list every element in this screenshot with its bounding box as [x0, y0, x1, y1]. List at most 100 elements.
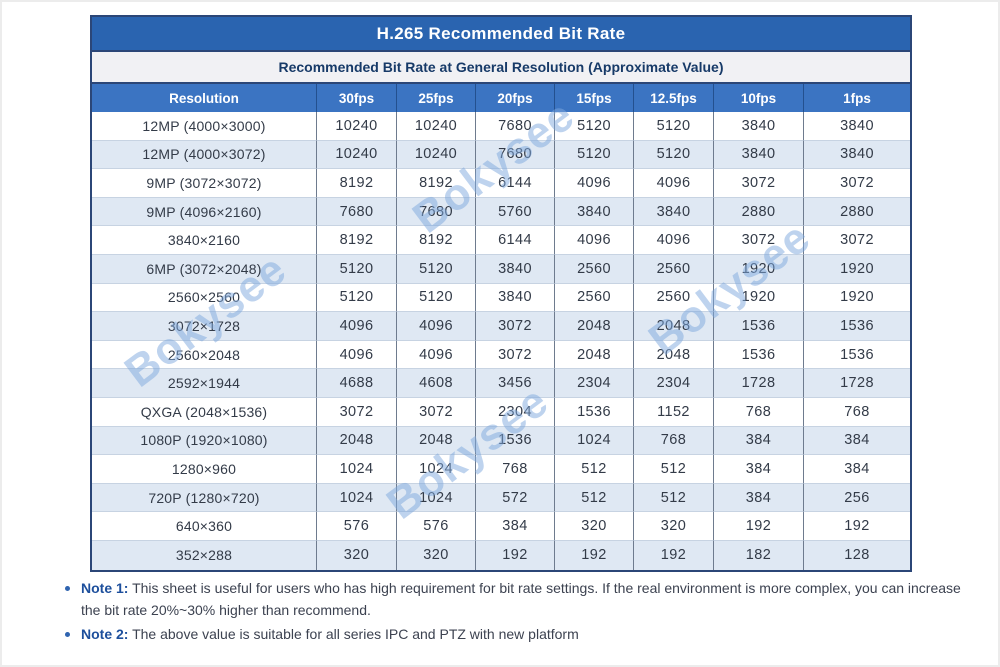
bitrate-cell: 6144 — [476, 169, 555, 198]
bitrate-cell: 1536 — [804, 340, 910, 370]
bitrate-cell: 320 — [555, 512, 634, 541]
bitrate-cell: 5120 — [397, 283, 476, 313]
resolution-cell: 12MP (4000×3072) — [92, 140, 317, 170]
bitrate-cell: 3072 — [476, 312, 555, 341]
bitrate-cell: 2304 — [555, 369, 634, 398]
bitrate-cell: 3840 — [804, 112, 910, 141]
bitrate-cell: 1536 — [804, 312, 910, 341]
bitrate-cell: 192 — [804, 512, 910, 541]
bitrate-cell: 10240 — [397, 112, 476, 141]
resolution-cell: 3840×2160 — [92, 226, 317, 255]
bitrate-cell: 2048 — [634, 312, 714, 341]
bitrate-cell: 7680 — [397, 197, 476, 227]
bitrate-cell: 7680 — [476, 140, 555, 170]
bitrate-cell: 572 — [476, 483, 555, 513]
sheet-subtitle: Recommended Bit Rate at General Resoluti… — [92, 52, 910, 84]
bitrate-cell: 2560 — [634, 254, 714, 284]
column-header: 15fps — [555, 84, 634, 112]
bitrate-cell: 4096 — [634, 226, 714, 255]
bitrate-cell: 1920 — [804, 254, 910, 284]
bitrate-cell: 2880 — [804, 197, 910, 227]
bitrate-cell: 512 — [634, 483, 714, 513]
bitrate-cell: 4096 — [555, 226, 634, 255]
resolution-cell: 9MP (3072×3072) — [92, 169, 317, 198]
bitrate-cell: 3840 — [476, 254, 555, 284]
resolution-cell: 6MP (3072×2048) — [92, 254, 317, 284]
bitrate-cell: 768 — [476, 455, 555, 484]
bitrate-cell: 3072 — [476, 340, 555, 370]
bitrate-cell: 384 — [476, 512, 555, 541]
resolution-cell: 2560×2560 — [92, 283, 317, 313]
sheet-title: H.265 Recommended Bit Rate — [92, 17, 910, 52]
bitrate-cell: 1920 — [804, 283, 910, 313]
bitrate-cell: 3840 — [634, 197, 714, 227]
bitrate-cell: 1152 — [634, 397, 714, 427]
bitrate-cell: 3072 — [714, 169, 804, 198]
note-item-2: Note 2: The above value is suitable for … — [64, 624, 969, 646]
resolution-cell: 720P (1280×720) — [92, 483, 317, 513]
bitrate-cell: 384 — [714, 455, 804, 484]
bitrate-cell: 2560 — [634, 283, 714, 313]
bitrate-cell: 1536 — [714, 340, 804, 370]
bitrate-cell: 5120 — [317, 283, 397, 313]
bitrate-cell: 384 — [804, 455, 910, 484]
bitrate-cell: 320 — [317, 540, 397, 570]
bitrate-cell: 768 — [714, 397, 804, 427]
bitrate-cell: 8192 — [317, 226, 397, 255]
bitrate-cell: 1024 — [317, 483, 397, 513]
resolution-cell: 2592×1944 — [92, 369, 317, 398]
bitrate-cell: 3840 — [804, 140, 910, 170]
bitrate-cell: 1024 — [397, 455, 476, 484]
bitrate-cell: 2048 — [397, 426, 476, 456]
bitrate-cell: 4096 — [317, 312, 397, 341]
bitrate-table: Resolution 30fps 25fps 20fps 15fps 12.5fps 10f… — [92, 84, 910, 570]
bitrate-cell: 5760 — [476, 197, 555, 227]
notes-list: Note 1: This sheet is useful for users w… — [64, 578, 969, 649]
bitrate-cell: 1920 — [714, 254, 804, 284]
bitrate-cell: 3072 — [804, 226, 910, 255]
bitrate-cell: 128 — [804, 540, 910, 570]
resolution-cell: 3072×1728 — [92, 312, 317, 341]
bitrate-cell: 7680 — [317, 197, 397, 227]
bitrate-cell: 8192 — [317, 169, 397, 198]
resolution-cell: 352×288 — [92, 540, 317, 570]
column-header: 10fps — [714, 84, 804, 112]
bitrate-cell: 3072 — [804, 169, 910, 198]
column-header: 20fps — [476, 84, 555, 112]
bitrate-cell: 1536 — [714, 312, 804, 341]
bitrate-cell: 5120 — [634, 140, 714, 170]
bitrate-cell: 2048 — [555, 312, 634, 341]
bitrate-cell: 5120 — [555, 140, 634, 170]
bitrate-cell: 2560 — [555, 254, 634, 284]
bitrate-cell: 1024 — [555, 426, 634, 456]
column-header: Resolution — [92, 84, 317, 112]
column-header: 30fps — [317, 84, 397, 112]
bitrate-cell: 3840 — [714, 112, 804, 141]
bitrate-cell: 3072 — [317, 397, 397, 427]
bitrate-cell: 1024 — [317, 455, 397, 484]
bitrate-cell: 4096 — [555, 169, 634, 198]
bitrate-cell: 1024 — [397, 483, 476, 513]
bullet-icon — [65, 586, 70, 591]
note-item-1: Note 1: This sheet is useful for users w… — [64, 578, 969, 621]
bitrate-cell: 768 — [804, 397, 910, 427]
bitrate-cell: 3456 — [476, 369, 555, 398]
note-label: Note 1: — [81, 580, 129, 596]
bitrate-cell: 1920 — [714, 283, 804, 313]
bitrate-sheet: H.265 Recommended Bit Rate Recommended B… — [90, 15, 912, 572]
bitrate-cell: 1728 — [804, 369, 910, 398]
bitrate-cell: 512 — [555, 455, 634, 484]
bitrate-cell: 10240 — [317, 112, 397, 141]
column-header: 1fps — [804, 84, 910, 112]
bitrate-cell: 3840 — [714, 140, 804, 170]
bitrate-cell: 576 — [397, 512, 476, 541]
bitrate-cell: 3072 — [397, 397, 476, 427]
column-header: 25fps — [397, 84, 476, 112]
resolution-cell: 1080P (1920×1080) — [92, 426, 317, 456]
resolution-cell: QXGA (2048×1536) — [92, 397, 317, 427]
bitrate-cell: 2048 — [317, 426, 397, 456]
bitrate-cell: 2048 — [634, 340, 714, 370]
resolution-cell: 12MP (4000×3000) — [92, 112, 317, 141]
bitrate-cell: 384 — [714, 483, 804, 513]
bitrate-cell: 3840 — [555, 197, 634, 227]
